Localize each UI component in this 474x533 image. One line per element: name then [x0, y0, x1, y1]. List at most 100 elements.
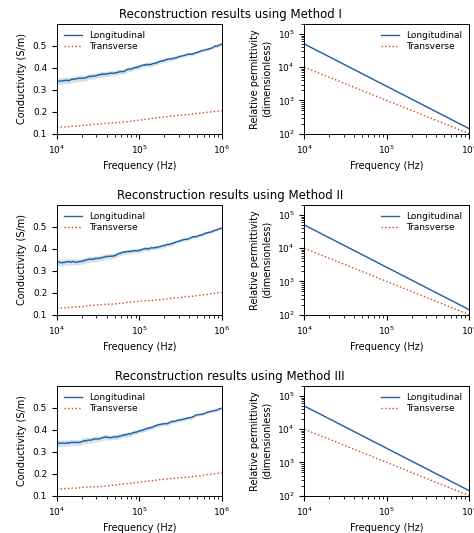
Legend: Longitudinal, Transverse: Longitudinal, Transverse	[62, 28, 148, 54]
Longitudinal	[440, 474, 446, 481]
Longitudinal	[55, 78, 60, 84]
Y-axis label: Relative permittivity
(dimensionless): Relative permittivity (dimensionless)	[250, 391, 272, 491]
Y-axis label: Conductivity (S/m): Conductivity (S/m)	[17, 34, 27, 124]
X-axis label: Frequency (Hz): Frequency (Hz)	[350, 161, 424, 172]
Longitudinal	[400, 91, 405, 98]
Line: Transverse: Transverse	[57, 473, 222, 489]
X-axis label: Frequency (Hz): Frequency (Hz)	[350, 342, 424, 352]
Longitudinal	[451, 118, 456, 124]
Transverse	[152, 477, 157, 483]
Longitudinal	[155, 244, 161, 250]
Line: Transverse: Transverse	[57, 111, 222, 127]
Longitudinal	[54, 259, 60, 265]
Transverse	[152, 115, 158, 121]
Transverse	[399, 465, 405, 472]
Longitudinal	[193, 411, 199, 418]
Longitudinal	[56, 440, 62, 447]
Longitudinal	[400, 272, 405, 279]
Transverse	[55, 305, 60, 311]
Line: Transverse: Transverse	[304, 67, 469, 134]
Longitudinal	[152, 423, 158, 429]
Transverse	[152, 477, 158, 483]
Line: Longitudinal: Longitudinal	[304, 44, 469, 128]
Y-axis label: Conductivity (S/m): Conductivity (S/m)	[17, 395, 27, 486]
Transverse	[399, 103, 405, 110]
Longitudinal	[440, 112, 446, 118]
Longitudinal	[55, 78, 61, 84]
Text: Reconstruction results using Method III: Reconstruction results using Method III	[115, 370, 345, 383]
Legend: Longitudinal, Transverse: Longitudinal, Transverse	[378, 28, 465, 54]
Transverse	[402, 467, 408, 473]
Transverse	[302, 426, 308, 433]
Transverse	[155, 296, 161, 303]
Transverse	[204, 109, 210, 116]
Transverse	[54, 486, 60, 492]
Longitudinal	[153, 60, 158, 66]
Longitudinal	[54, 440, 60, 446]
Longitudinal	[302, 403, 308, 409]
Transverse	[451, 305, 456, 312]
Longitudinal	[219, 225, 225, 231]
Transverse	[301, 64, 307, 70]
Transverse	[155, 477, 161, 483]
Transverse	[402, 286, 408, 292]
Longitudinal	[153, 244, 158, 251]
Transverse	[402, 104, 408, 111]
Longitudinal	[193, 233, 199, 240]
Longitudinal	[60, 260, 65, 266]
Transverse	[193, 110, 199, 117]
Longitudinal	[219, 405, 225, 411]
Longitudinal	[399, 272, 405, 278]
Longitudinal	[466, 488, 472, 494]
Longitudinal	[204, 46, 210, 53]
Transverse	[219, 470, 225, 476]
X-axis label: Frequency (Hz): Frequency (Hz)	[102, 342, 176, 352]
Longitudinal	[301, 41, 307, 47]
Longitudinal	[155, 422, 161, 428]
Transverse	[155, 114, 161, 120]
Longitudinal	[152, 60, 158, 66]
Longitudinal	[440, 293, 446, 300]
Transverse	[203, 471, 209, 478]
Transverse	[193, 473, 199, 480]
Transverse	[302, 64, 308, 71]
Transverse	[400, 285, 405, 291]
Longitudinal	[55, 440, 60, 446]
Longitudinal	[402, 455, 408, 461]
Transverse	[153, 115, 158, 121]
Longitudinal	[400, 453, 405, 459]
Transverse	[466, 131, 472, 137]
Longitudinal	[54, 78, 60, 84]
Longitudinal	[402, 273, 408, 280]
Longitudinal	[219, 41, 225, 47]
Longitudinal	[204, 230, 210, 236]
Transverse	[56, 124, 62, 131]
Transverse	[440, 120, 446, 126]
Longitudinal	[55, 259, 60, 265]
Transverse	[301, 426, 307, 432]
Transverse	[466, 311, 472, 318]
Transverse	[152, 297, 158, 303]
Legend: Longitudinal, Transverse: Longitudinal, Transverse	[62, 391, 148, 416]
Transverse	[54, 305, 60, 311]
Longitudinal	[153, 423, 158, 429]
Transverse	[219, 108, 225, 114]
X-axis label: Frequency (Hz): Frequency (Hz)	[102, 161, 176, 172]
Transverse	[400, 103, 405, 110]
Legend: Longitudinal, Transverse: Longitudinal, Transverse	[378, 391, 465, 416]
Line: Longitudinal: Longitudinal	[57, 228, 222, 263]
Transverse	[451, 486, 456, 492]
Longitudinal	[466, 306, 472, 313]
Longitudinal	[402, 93, 408, 99]
Longitudinal	[399, 91, 405, 98]
X-axis label: Frequency (Hz): Frequency (Hz)	[102, 523, 176, 533]
Transverse	[193, 293, 199, 299]
Line: Longitudinal: Longitudinal	[304, 406, 469, 491]
Legend: Longitudinal, Transverse: Longitudinal, Transverse	[378, 209, 465, 235]
Text: Reconstruction results using Method II: Reconstruction results using Method II	[117, 189, 343, 203]
Line: Transverse: Transverse	[304, 248, 469, 314]
Line: Transverse: Transverse	[304, 429, 469, 496]
Line: Longitudinal: Longitudinal	[57, 44, 222, 81]
Line: Longitudinal: Longitudinal	[57, 408, 222, 443]
Longitudinal	[204, 409, 210, 416]
